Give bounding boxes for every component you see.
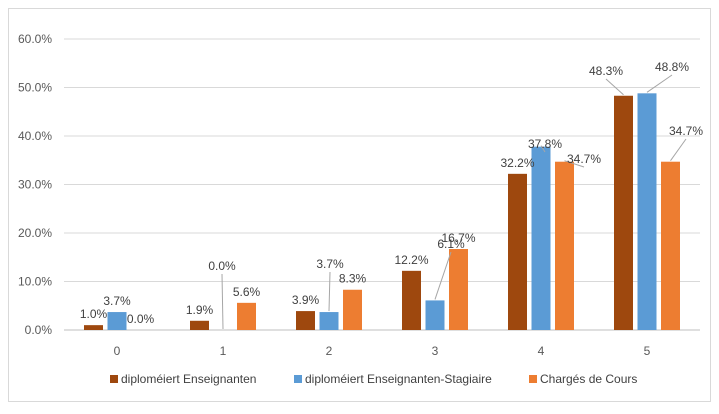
bar: [661, 161, 680, 330]
legend-label: diploméiert Enseignanten-Stagiaire: [305, 372, 492, 386]
y-tick-label: 60.0%: [18, 32, 52, 46]
x-tick-label: 3: [432, 344, 439, 358]
data-label: 5.6%: [233, 285, 261, 299]
x-tick-label: 5: [644, 344, 651, 358]
data-label: 34.7%: [669, 124, 703, 138]
data-label: 3.7%: [316, 257, 344, 271]
bar: [531, 146, 551, 330]
bar: [425, 300, 445, 330]
x-tick-label: 1: [220, 344, 227, 358]
legend-swatch: [529, 375, 537, 383]
bar: [84, 325, 103, 330]
x-tick-label: 4: [538, 344, 545, 358]
leader-line: [670, 138, 687, 161]
bar: [237, 302, 256, 330]
data-label: 16.7%: [441, 231, 475, 245]
bar: [402, 270, 421, 330]
leader-line: [605, 78, 624, 96]
leader-line: [564, 160, 585, 168]
data-label: 37.8%: [528, 137, 562, 151]
data-label: 48.3%: [589, 64, 623, 78]
leader-line: [646, 74, 673, 93]
bar: [343, 289, 362, 330]
bar: [449, 249, 468, 330]
legend: diploméiert Enseignanten diploméiert Ense…: [110, 372, 637, 386]
y-tick-label: 0.0%: [25, 323, 53, 337]
data-label: 48.8%: [655, 60, 689, 74]
legend-label: diploméiert Enseignanten: [121, 372, 256, 386]
bar: [508, 173, 527, 330]
leader-line: [540, 145, 546, 153]
bar: [296, 311, 315, 330]
y-tick-label: 20.0%: [18, 226, 52, 240]
data-label: 32.2%: [500, 156, 534, 170]
x-axis-ticks: 0 1 2 3 4 5: [114, 344, 651, 358]
y-tick-label: 40.0%: [18, 129, 52, 143]
data-label: 3.9%: [292, 293, 320, 307]
chart-frame: [8, 8, 711, 402]
x-tick-label: 0: [114, 344, 121, 358]
data-label: 0.0%: [127, 312, 155, 326]
data-label: 1.0%: [80, 307, 108, 321]
bar: [614, 95, 633, 331]
legend-label: Chargés de Cours: [540, 372, 637, 386]
data-label: 8.3%: [339, 272, 367, 286]
leader-line: [434, 251, 452, 300]
data-label: 6.1%: [437, 237, 465, 251]
data-label: 34.7%: [567, 152, 601, 166]
data-label: 1.9%: [186, 303, 214, 317]
y-axis-ticks: 0.0% 10.0% 20.0% 30.0% 40.0% 50.0% 60.0%: [18, 32, 52, 337]
x-tick-label: 2: [326, 344, 333, 358]
bar: [637, 93, 657, 330]
leader-line: [328, 271, 331, 312]
bar: [190, 320, 209, 330]
data-label: 12.2%: [394, 253, 428, 267]
legend-swatch: [294, 375, 302, 383]
data-label: 0.0%: [208, 259, 236, 273]
bar: [319, 312, 339, 330]
data-labels: 1.0%3.7%0.0%1.9%0.0%5.6%3.9%3.7%8.3%12.2…: [80, 60, 703, 330]
leader-line: [221, 273, 224, 330]
y-tick-label: 30.0%: [18, 178, 52, 192]
y-tick-label: 50.0%: [18, 81, 52, 95]
legend-swatch: [110, 375, 118, 383]
data-label: 3.7%: [103, 294, 131, 308]
y-tick-label: 10.0%: [18, 275, 52, 289]
bar: [555, 161, 574, 330]
gridlines: [64, 38, 700, 331]
bar: [107, 312, 127, 330]
bars: [84, 93, 680, 331]
